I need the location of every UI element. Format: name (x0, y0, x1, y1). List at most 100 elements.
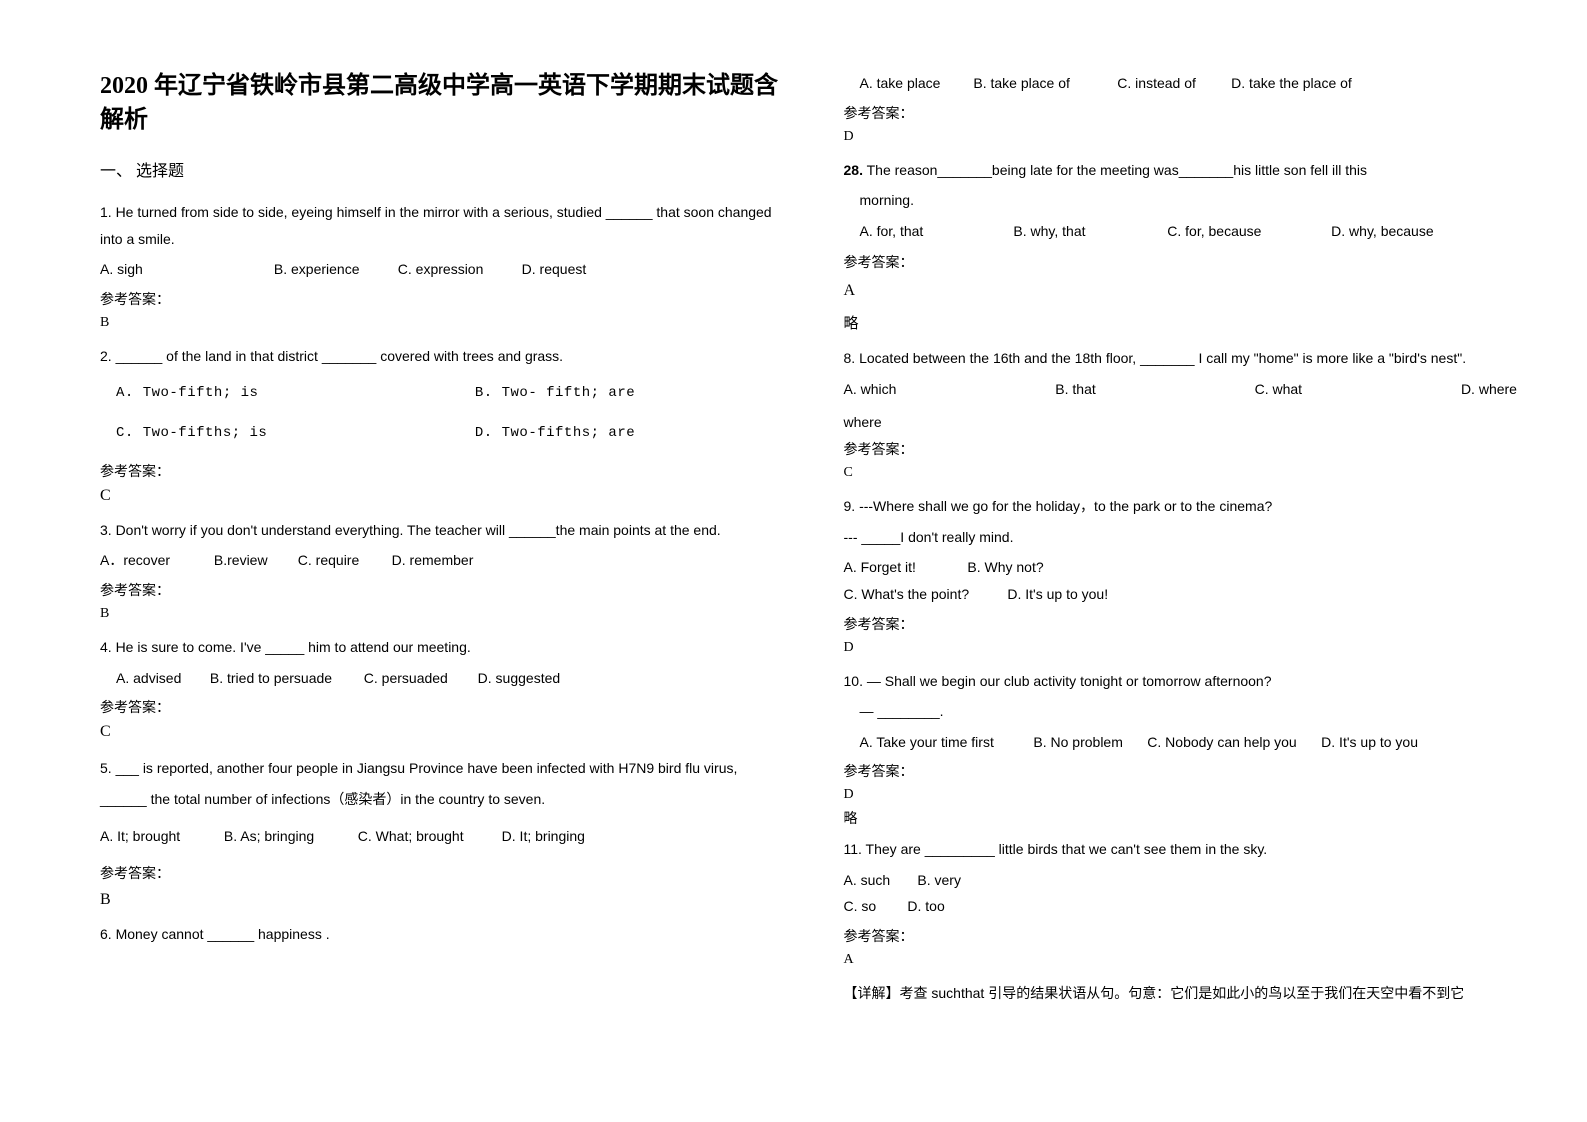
question-2-options-row1: A. Two-fifth; is B. Two- fifth; are (100, 380, 784, 407)
q7-text1: The reason_______being late for the meet… (863, 162, 1367, 178)
q7-opt-a: A. for, that (860, 218, 1010, 245)
q3-opt-b: B.review (214, 547, 294, 574)
q6-opt-c: C. instead of (1117, 70, 1227, 97)
q2-opt-a: A. Two-fifth; is (116, 380, 466, 407)
question-3-options: A．recover B.review C. require D. remembe… (100, 547, 784, 574)
q9-opt-c: C. What's the point? (844, 581, 1004, 608)
q2-answer-label: 参考答案： (100, 461, 784, 481)
q2-opt-c: C. Two-fifths; is (116, 420, 466, 447)
right-column: A. take place B. take place of C. instea… (844, 70, 1528, 1082)
question-5-options: A. It; brought B. As; bringing C. What; … (100, 823, 784, 850)
q11-answer: A (844, 952, 1528, 968)
q7-opt-d: D. why, because (1331, 218, 1433, 245)
question-8-options: A. which B. that C. what D. where (844, 376, 1528, 403)
q11-explain: 【详解】考查 suchthat 引导的结果状语从句。句意：它们是如此小的鸟以至于… (844, 980, 1528, 1007)
q5-opt-d: D. It; bringing (502, 823, 585, 850)
question-1-text: 1. He turned from side to side, eyeing h… (100, 199, 784, 252)
q3-opt-c: C. require (298, 547, 388, 574)
q11-opt-b: B. very (917, 867, 961, 894)
q4-opt-a: A. advised (116, 665, 206, 692)
q4-opt-d: D. suggested (478, 665, 561, 692)
q1-opt-c: C. expression (398, 256, 518, 283)
q9-opt-b: B. Why not? (967, 554, 1043, 581)
q4-opt-b: B. tried to persuade (210, 665, 360, 692)
question-7-options: A. for, that B. why, that C. for, becaus… (844, 218, 1528, 245)
q1-opt-d: D. request (522, 256, 587, 283)
q2-opt-b: B. Two- fifth; are (475, 380, 635, 407)
q3-answer: B (100, 606, 784, 622)
q6-opt-a: A. take place (860, 70, 970, 97)
q5-answer-label: 参考答案： (100, 863, 784, 883)
question-7-line1: 28. The reason_______being late for the … (844, 157, 1528, 184)
question-4-options: A. advised B. tried to persuade C. persu… (100, 665, 784, 692)
q3-answer-label: 参考答案： (100, 580, 784, 600)
q9-answer-label: 参考答案： (844, 614, 1528, 634)
question-5-text: 5. ___ is reported, another four people … (100, 753, 784, 815)
q1-opt-a: A. sigh (100, 256, 270, 283)
q6-answer-label: 参考答案： (844, 103, 1528, 123)
question-11-options-row1: A. such B. very (844, 867, 1528, 894)
question-6-text: 6. Money cannot ______ happiness . (100, 921, 784, 948)
q7-answer: A (844, 282, 1528, 300)
q8-opt-d: D. where (1461, 376, 1517, 403)
question-6-options: A. take place B. take place of C. instea… (844, 70, 1528, 97)
q8-answer: C (844, 465, 1528, 481)
question-9-line1: 9. ---Where shall we go for the holiday，… (844, 493, 1528, 520)
question-8-text: 8. Located between the 16th and the 18th… (844, 345, 1528, 372)
q6-answer: D (844, 129, 1528, 145)
q7-opt-c: C. for, because (1167, 218, 1327, 245)
q5-opt-c: C. What; brought (358, 823, 498, 850)
q11-opt-d: D. too (907, 893, 944, 920)
q8-opt-a: A. which (844, 376, 897, 403)
q1-answer: B (100, 315, 784, 331)
q8-opt-c: C. what (1255, 376, 1302, 403)
q4-answer: C (100, 723, 784, 741)
question-9-options-row2: C. What's the point? D. It's up to you! (844, 581, 1528, 608)
q11-answer-label: 参考答案： (844, 926, 1528, 946)
question-10-line2: — ________. (844, 698, 1528, 725)
question-11-options-row2: C. so D. too (844, 893, 1528, 920)
question-10-line1: 10. — Shall we begin our club activity t… (844, 668, 1528, 695)
q7-num: 28. (844, 162, 863, 178)
q11-opt-a: A. such (844, 867, 914, 894)
question-11-text: 11. They are _________ little birds that… (844, 836, 1528, 863)
q7-extra: 略 (844, 312, 1528, 333)
q1-opt-b: B. experience (274, 256, 394, 283)
q5-opt-a: A. It; brought (100, 823, 220, 850)
doc-title: 2020 年辽宁省铁岭市县第二高级中学高一英语下学期期末试题含解析 (100, 70, 784, 137)
q9-answer: D (844, 640, 1528, 656)
question-1-options: A. sigh B. experience C. expression D. r… (100, 256, 784, 283)
q6-opt-b: B. take place of (973, 70, 1113, 97)
q2-answer: C (100, 487, 784, 505)
q10-opt-b: B. No problem (1033, 729, 1143, 756)
q4-opt-c: C. persuaded (364, 665, 474, 692)
q3-opt-a: A．recover (100, 547, 210, 574)
q5-opt-b: B. As; bringing (224, 823, 354, 850)
q8-answer-label: 参考答案： (844, 439, 1528, 459)
q9-opt-a: A. Forget it! (844, 554, 964, 581)
left-column: 2020 年辽宁省铁岭市县第二高级中学高一英语下学期期末试题含解析 一、 选择题… (100, 70, 784, 1082)
question-9-line2: --- _____I don't really mind. (844, 524, 1528, 551)
question-2-text: 2. ______ of the land in that district _… (100, 343, 784, 370)
q7-answer-label: 参考答案： (844, 252, 1528, 272)
q2-opt-d: D. Two-fifths; are (475, 420, 635, 447)
q10-opt-d: D. It's up to you (1321, 729, 1418, 756)
q1-answer-label: 参考答案： (100, 289, 784, 309)
q10-opt-c: C. Nobody can help you (1147, 729, 1317, 756)
q10-answer-label: 参考答案： (844, 761, 1528, 781)
section-heading: 一、 选择题 (100, 157, 784, 181)
question-4-text: 4. He is sure to come. I've _____ him to… (100, 634, 784, 661)
q3-opt-d: D. remember (392, 547, 474, 574)
q8-where: where (844, 409, 1528, 436)
q7-opt-b: B. why, that (1013, 218, 1163, 245)
page-root: 2020 年辽宁省铁岭市县第二高级中学高一英语下学期期末试题含解析 一、 选择题… (0, 0, 1587, 1122)
q11-opt-c: C. so (844, 893, 904, 920)
q10-opt-a: A. Take your time first (860, 729, 1030, 756)
q10-answer: D (844, 787, 1528, 803)
question-10-options: A. Take your time first B. No problem C.… (844, 729, 1528, 756)
q8-opt-b: B. that (1055, 376, 1095, 403)
q5-answer: B (100, 891, 784, 909)
question-3-text: 3. Don't worry if you don't understand e… (100, 517, 784, 544)
q10-extra: 略 (844, 805, 1528, 832)
q6-opt-d: D. take the place of (1231, 70, 1352, 97)
